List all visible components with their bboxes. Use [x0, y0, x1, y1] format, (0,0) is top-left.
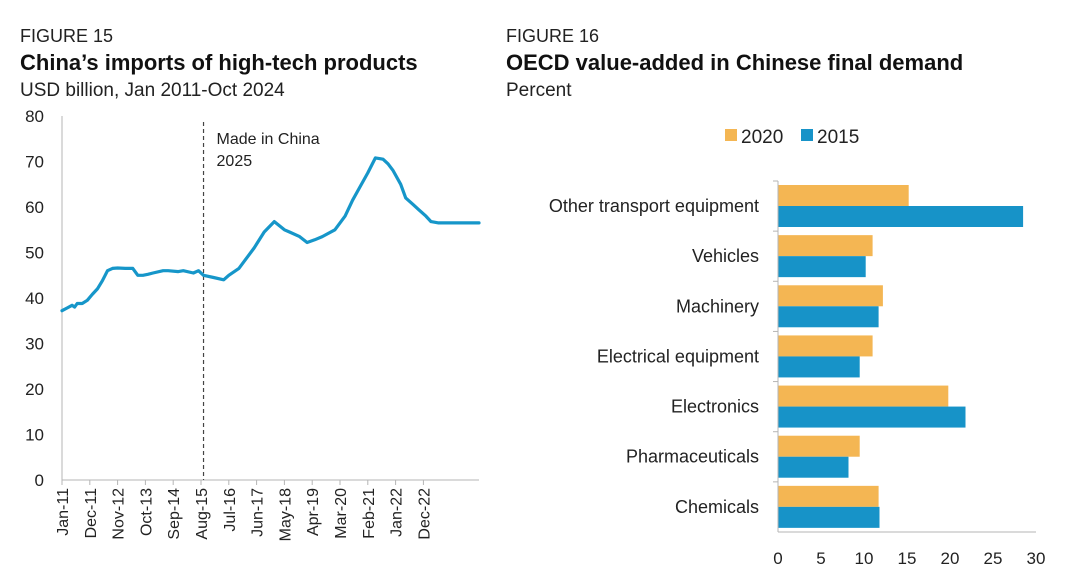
legend-2015-swatch: [801, 129, 813, 141]
fig15-x-tick-label: Dec-11: [83, 488, 100, 538]
fig16-bar-2020: [778, 235, 873, 257]
fig16-x-tick-label: 5: [816, 549, 825, 568]
fig16-x-tick-label: 30: [1027, 549, 1046, 568]
fig15-x-tick-label: Jan-22: [389, 488, 406, 537]
fig15-label: FIGURE 15: [20, 26, 114, 46]
fig15-x-tick-label: May-18: [277, 488, 294, 541]
fig15-x-tick-label: Sep-14: [166, 488, 183, 540]
fig15-y-tick-label: 60: [25, 198, 44, 217]
fig15-x-tick-label: Mar-20: [333, 488, 350, 539]
fig16-category-label: Chemicals: [675, 497, 759, 517]
fig16-category-label: Other transport equipment: [549, 196, 759, 216]
fig15-x-tick-label: Aug-15: [194, 488, 211, 540]
fig15-y-tick-label: 80: [25, 107, 44, 126]
fig15-x-tick-label: Feb-21: [361, 488, 378, 539]
fig15-x-tick-label: Nov-12: [111, 488, 128, 540]
fig16-bar-2015: [778, 356, 860, 378]
fig15-x-tick-label: Jan-11: [55, 488, 72, 536]
fig15-y-tick-label: 70: [25, 153, 44, 172]
fig15-x-tick-label: Apr-19: [305, 488, 322, 536]
fig16-category-label: Electrical equipment: [597, 346, 759, 366]
fig15-title: China’s imports of high-tech products: [20, 50, 418, 75]
fig16-bar-2015: [778, 456, 849, 478]
fig15-y-tick-label: 20: [25, 380, 44, 399]
fig16-bar-2020: [778, 185, 909, 206]
legend-2015-label: 2015: [817, 127, 859, 148]
fig16-category-label: Vehicles: [692, 246, 759, 266]
fig16-bar-2020: [778, 385, 949, 407]
fig16-x-tick-label: 15: [898, 549, 917, 568]
fig15-x-tick-label: Jun-17: [250, 488, 267, 537]
fig16-x-tick-label: 10: [855, 549, 874, 568]
fig15-series-line: [60, 156, 481, 313]
fig15-x-tick-label: Dec-22: [416, 488, 433, 540]
fig16-bar-2015: [778, 256, 866, 278]
fig16-title: OECD value-added in Chinese final demand: [506, 50, 964, 75]
fig15-y-tick-label: 0: [35, 471, 44, 490]
fig16-bar-2015: [778, 206, 1024, 227]
fig16-bar-2015: [778, 506, 880, 528]
fig15-y-tick-label: 40: [25, 289, 44, 308]
legend-2020-label: 2020: [741, 127, 783, 148]
fig16-bar-2015: [778, 306, 879, 328]
fig15-y-tick-label: 30: [25, 335, 44, 354]
fig16-bar-2015: [778, 406, 966, 428]
fig16-category-label: Electronics: [671, 397, 759, 417]
fig15-subtitle: USD billion, Jan 2011-Oct 2024: [20, 80, 285, 101]
fig16-category-label: Machinery: [676, 296, 759, 316]
legend-2020-swatch: [725, 129, 737, 141]
fig16-bar-2020: [778, 435, 860, 457]
fig16-legend: 2020 2015: [725, 127, 859, 148]
fig15-annotation-line1: Made in China: [217, 131, 320, 148]
fig15-y-tick-label: 10: [25, 426, 44, 445]
fig15-x-tick-label: Oct-13: [138, 488, 155, 536]
fig16-bar-2020: [778, 485, 879, 507]
fig15-x-tick-label: Jul-16: [222, 488, 239, 532]
fig15-line-chart: 0 10 20 30 40 50 60 70 80 Jan-11 Dec-11 Nov-12 Oct-…: [25, 107, 481, 541]
fig16-x-tick-label: 20: [941, 549, 960, 568]
fig15-annotation-line2: 2025: [217, 153, 253, 170]
fig16-x-tick-label: 0: [773, 549, 782, 568]
fig15-y-tick-label: 50: [25, 244, 44, 263]
fig16-x-tick-label: 25: [984, 549, 1003, 568]
fig16-category-label: Pharmaceuticals: [626, 447, 759, 467]
fig16-bar-2020: [778, 335, 873, 357]
fig16-bar-2020: [778, 285, 883, 307]
fig16-subtitle: Percent: [506, 80, 572, 101]
fig16-label: FIGURE 16: [506, 26, 600, 46]
